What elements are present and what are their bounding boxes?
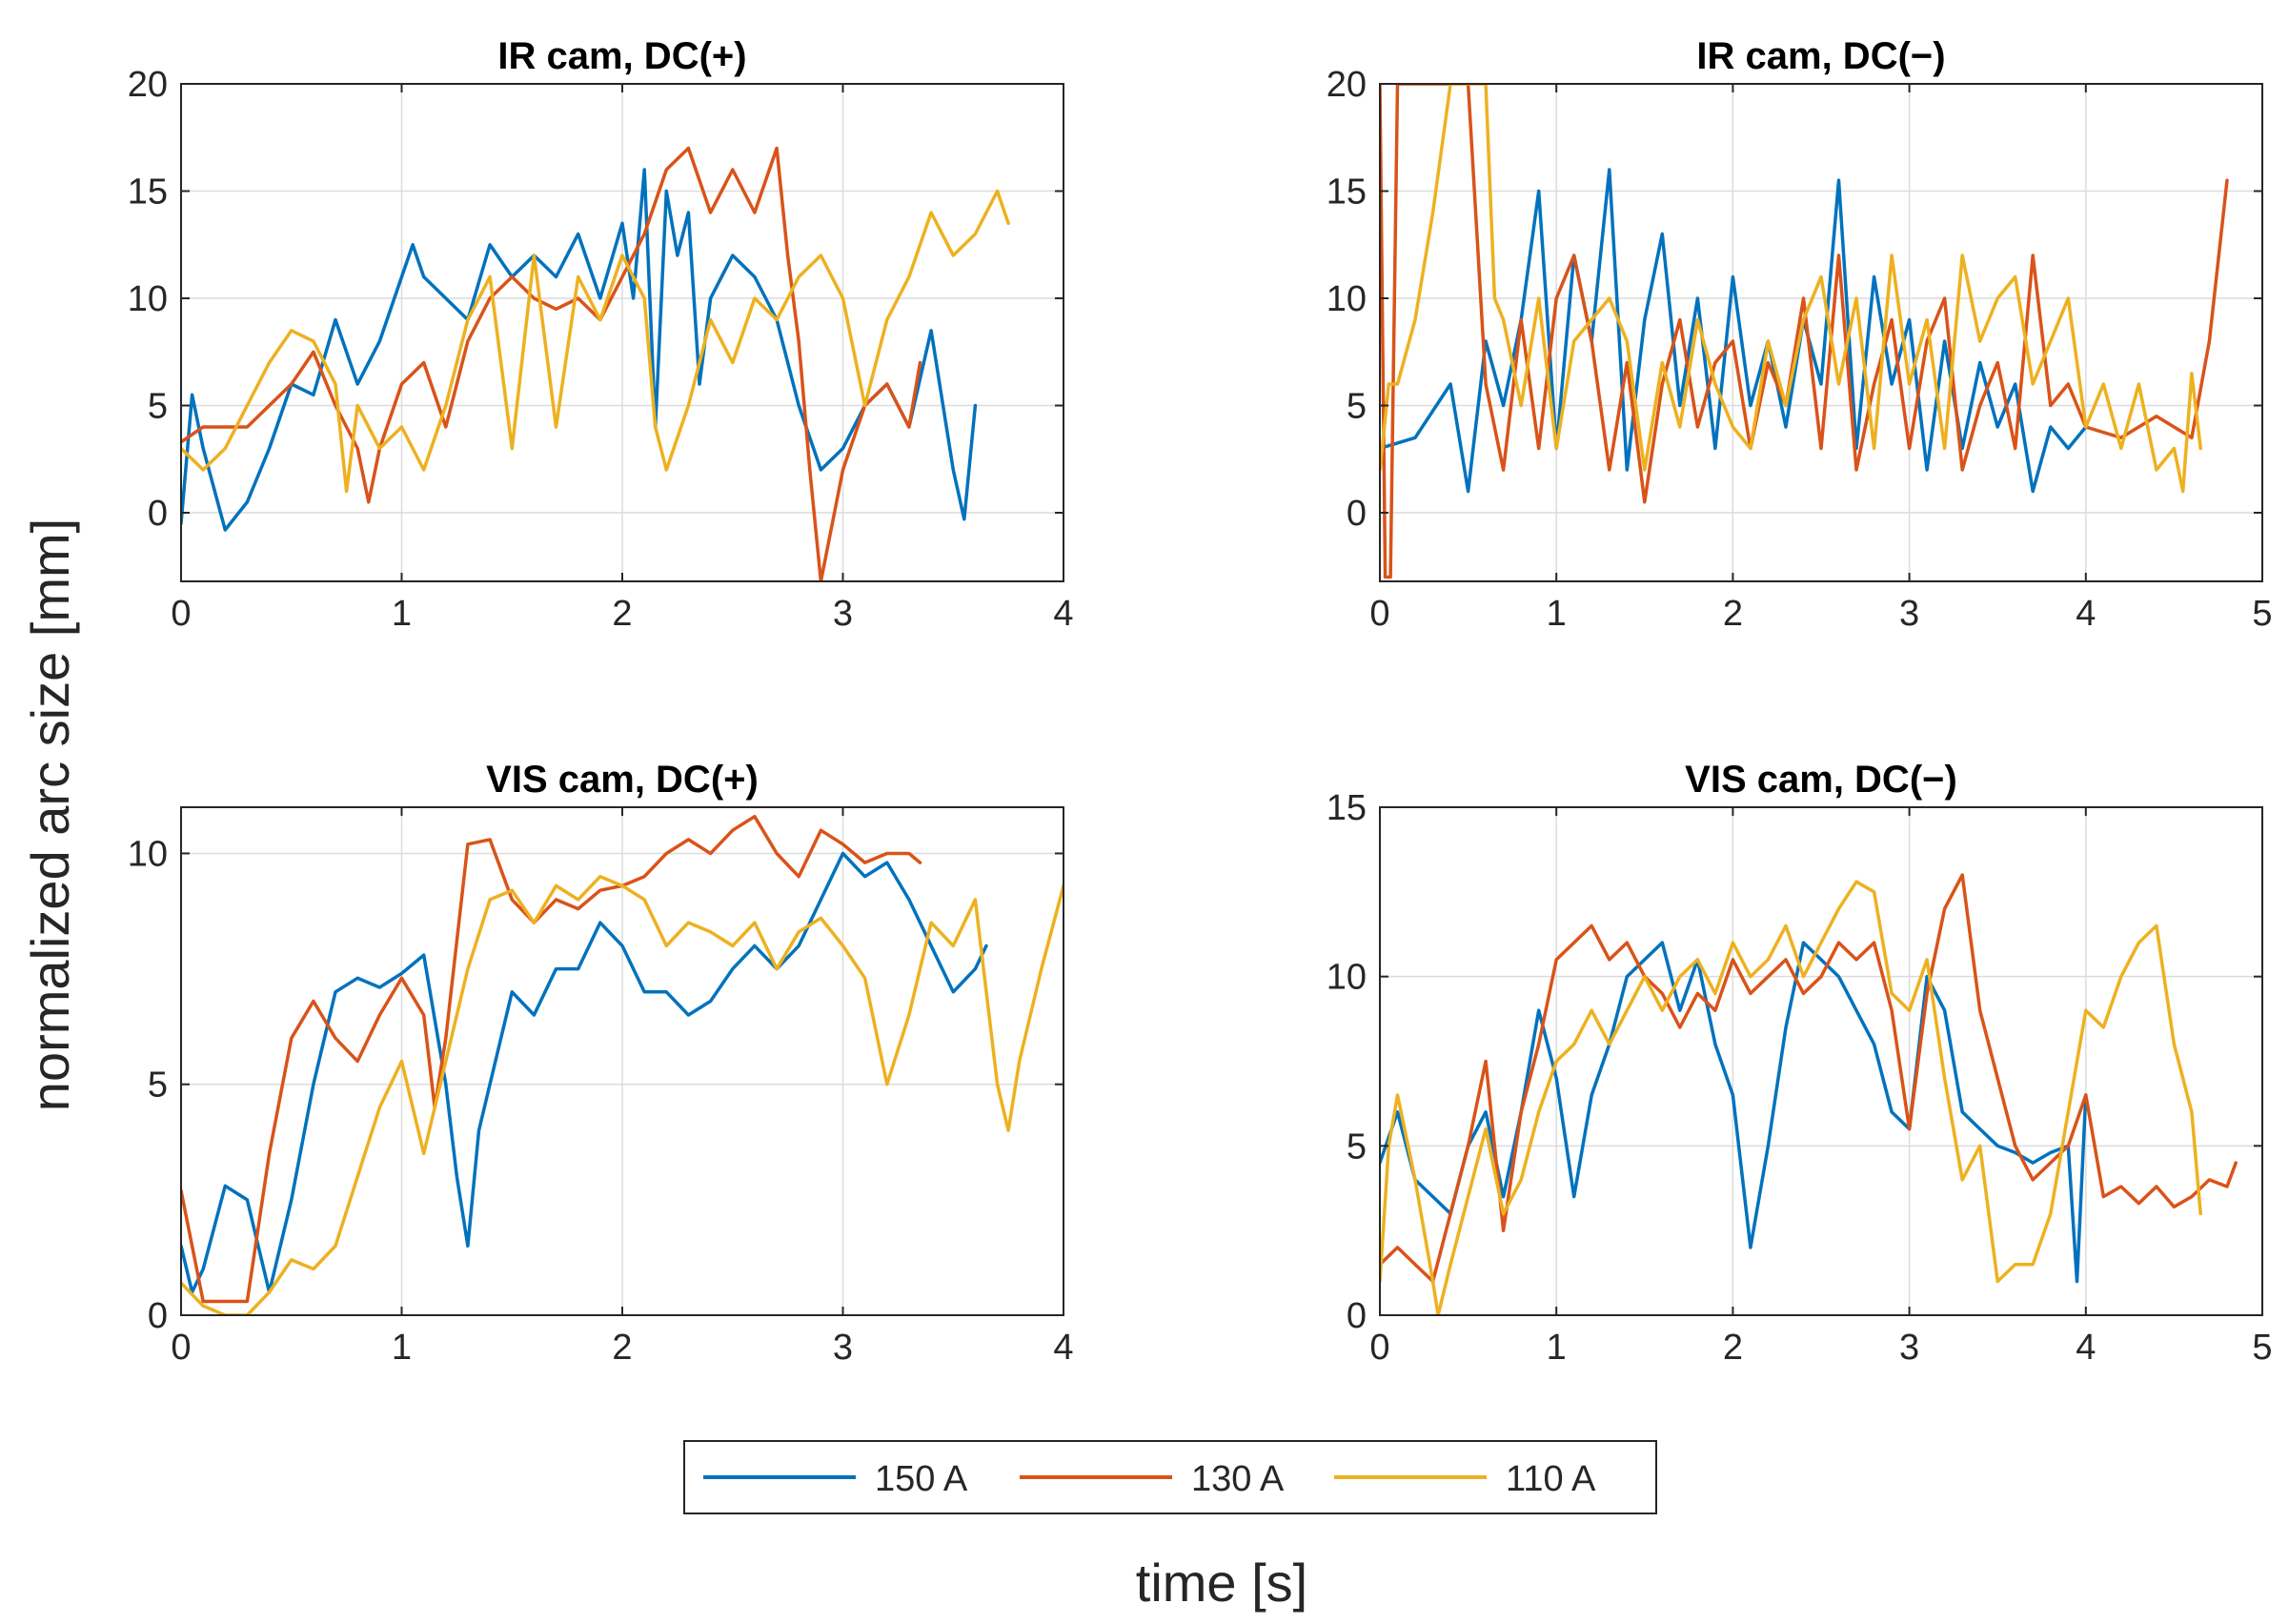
subplot-title: VIS cam, DC(+) [486,759,759,801]
subplot-vis-dc-minus: 0 1 2 3 4 5 0 5 10 15 VIS cam, DC(−) [1327,759,2273,1368]
x-tick-label: 1 [1547,594,1567,634]
axes-frame [1379,806,2263,1316]
x-tick-label: 2 [612,1328,632,1368]
x-tick-label: 2 [1723,594,1743,634]
subplot-title: IR cam, DC(−) [1696,35,1945,77]
y-tick-label: 5 [1347,1127,1367,1167]
series-line-130a [1380,84,2229,579]
x-tick-label: 3 [833,594,853,634]
y-tick-label: 15 [1327,788,1367,828]
legend: 150 A 130 A 110 A [683,1440,1657,1514]
legend-label-110a: 110 A [1506,1459,1596,1499]
y-tick-label: 5 [148,1066,168,1106]
series-line-150a [181,851,988,1294]
y-tick-label: 5 [148,387,168,427]
subplot-title: IR cam, DC(+) [497,35,746,77]
x-axis-label: time [s] [1136,1553,1307,1613]
legend-label-150a: 150 A [875,1459,968,1499]
x-tick-label: 5 [2252,1328,2272,1368]
x-tick-label: 3 [833,1328,853,1368]
y-tick-label: 10 [1327,958,1367,998]
x-tick-label: 3 [1899,594,1919,634]
x-tick-label: 4 [2076,594,2096,634]
y-tick-label: 5 [1347,387,1367,427]
y-tick-label: 10 [1327,279,1367,319]
series-line-150a [1380,168,2088,494]
series-line-150a [1380,941,2088,1284]
x-tick-label: 5 [2252,594,2272,634]
y-tick-label: 10 [128,279,168,319]
series-line-130a [181,814,922,1304]
x-tick-label: 0 [1369,1328,1389,1368]
subplot-title: VIS cam, DC(−) [1685,759,1957,801]
y-tick-label: 10 [128,834,168,874]
y-tick-label: 15 [128,173,168,213]
subplot-vis-dc-plus: 0 1 2 3 4 0 5 10 VIS cam, DC(+) [128,759,1074,1368]
axes-frame [1379,83,2263,582]
subplot-ir-dc-plus: 0 1 2 3 4 0 5 10 15 20 IR cam, DC(+) [128,35,1074,634]
series-line-110a [181,189,1010,494]
series-line-110a [1380,880,2202,1315]
y-tick-label: 20 [1327,65,1367,105]
x-tick-label: 3 [1899,1328,1919,1368]
x-tick-label: 4 [1053,1328,1073,1368]
y-tick-label: 0 [148,1296,168,1336]
x-tick-label: 0 [1369,594,1389,634]
y-tick-label: 0 [148,494,168,534]
x-tick-label: 2 [1723,1328,1743,1368]
series-line-130a [1380,873,2238,1284]
x-tick-label: 1 [392,594,412,634]
plot-area [1380,807,2262,1315]
y-tick-label: 15 [1327,173,1367,213]
y-tick-label: 0 [1347,1296,1367,1336]
series-line-150a [181,168,978,532]
y-tick-label: 0 [1347,494,1367,534]
series-line-130a [181,146,922,581]
x-tick-label: 1 [1547,1328,1567,1368]
x-tick-label: 1 [392,1328,412,1368]
x-tick-label: 0 [171,594,191,634]
y-tick-label: 20 [128,65,168,105]
subplot-ir-dc-minus: 0 1 2 3 4 5 0 5 10 15 20 IR cam, DC(−) [1327,35,2273,634]
series-line-110a [181,874,1063,1315]
x-tick-label: 4 [2076,1328,2096,1368]
x-tick-label: 0 [171,1328,191,1368]
y-axis-label: normalized arc size [mm] [20,518,80,1111]
x-tick-label: 4 [1053,594,1073,634]
series-line-110a [1380,84,2202,494]
plot-area [1380,84,2262,581]
x-tick-label: 2 [612,594,632,634]
legend-label-130a: 130 A [1191,1459,1285,1499]
